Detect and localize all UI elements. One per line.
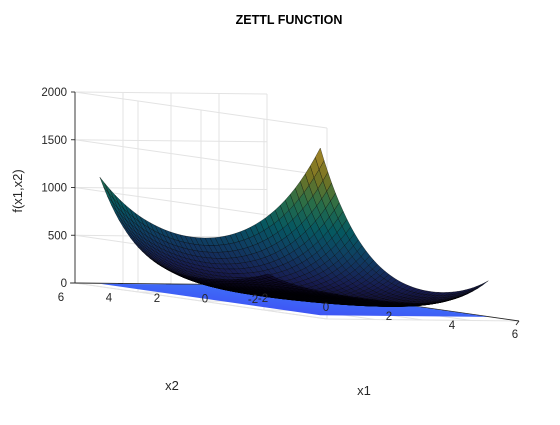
z-tick-label: 1000 xyxy=(41,183,67,195)
z-axis-label: f(x1,x2) xyxy=(10,169,25,212)
z-tick-label: 2000 xyxy=(41,87,67,99)
z-tick-label: 500 xyxy=(48,230,67,242)
y-tick-label: 4 xyxy=(106,293,113,305)
surface-patch xyxy=(479,281,488,287)
surface-patch xyxy=(100,177,109,193)
x-tick xyxy=(516,321,519,325)
x-tick-label: 4 xyxy=(449,320,456,332)
surface-mesh xyxy=(100,148,489,307)
y-tick-label: 2 xyxy=(154,293,160,305)
y-axis-label: x2 xyxy=(165,378,179,393)
y-tick-label: 0 xyxy=(202,294,208,306)
y-tick-label: -2 xyxy=(248,294,258,306)
z-tick-label: 1500 xyxy=(41,135,67,147)
x-tick-label: 2 xyxy=(386,311,392,323)
x-tick-label: -2 xyxy=(258,293,268,305)
x-axis-label: x1 xyxy=(357,383,371,398)
x-tick-label: 6 xyxy=(512,329,518,341)
z-tick-label: 0 xyxy=(61,278,67,290)
x-tick-label: 0 xyxy=(323,302,329,314)
chart-title: ZETTL FUNCTION xyxy=(236,13,343,27)
y-tick-label: 6 xyxy=(58,292,64,304)
